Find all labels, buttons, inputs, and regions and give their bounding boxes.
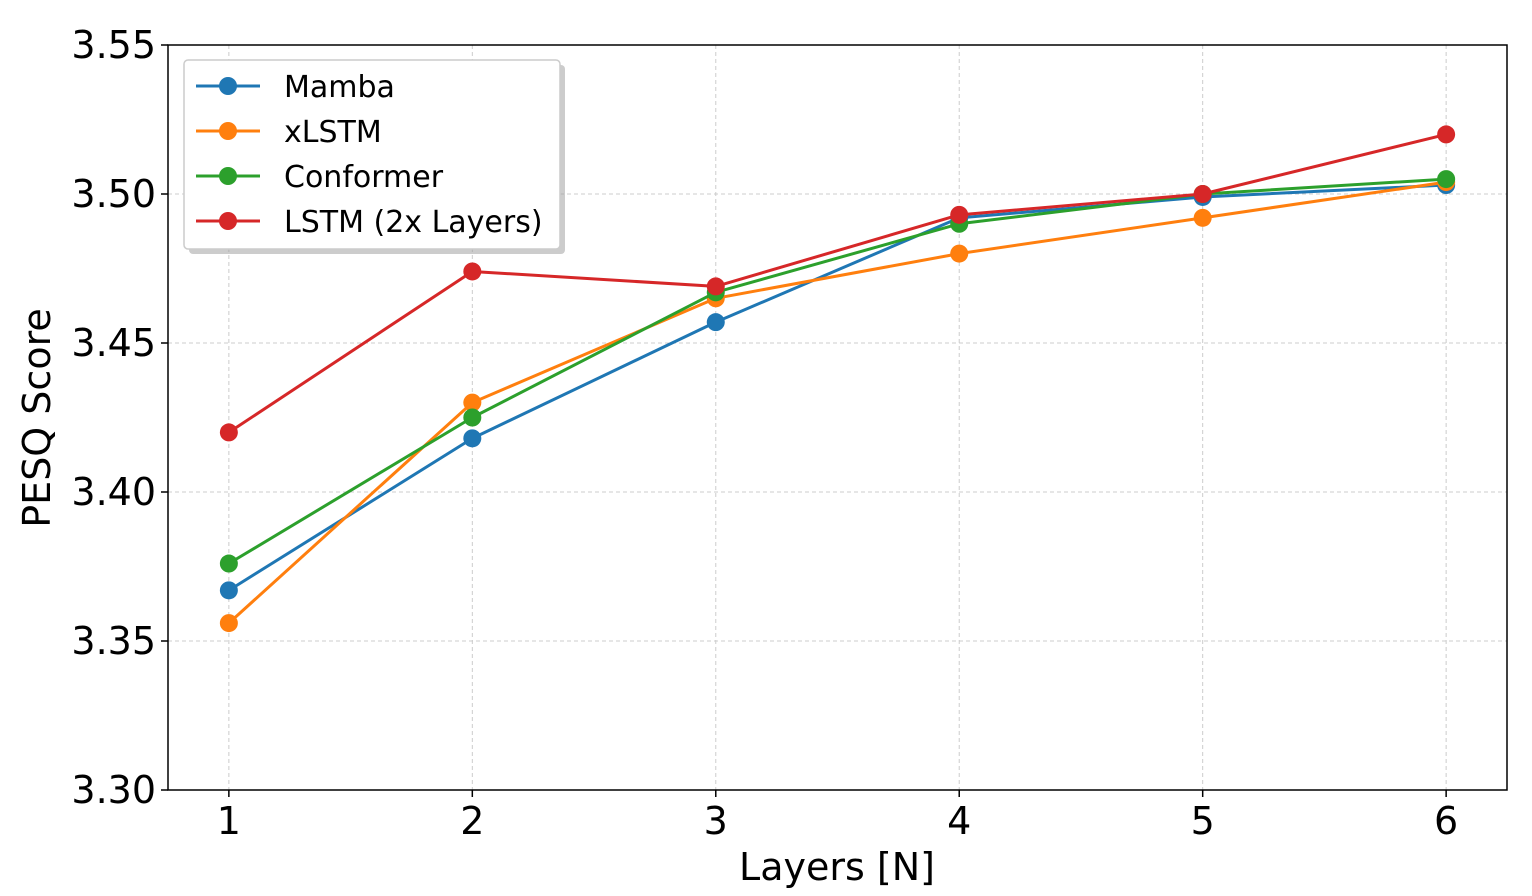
x-tick-label: 6 xyxy=(1434,799,1458,843)
y-tick-label: 3.40 xyxy=(71,470,156,514)
x-axis-title: Layers [N] xyxy=(739,845,935,889)
y-axis-title: PESQ Score xyxy=(15,308,59,527)
legend-item: LSTM (2x Layers) xyxy=(196,205,543,240)
legend-marker xyxy=(219,167,237,185)
series-line xyxy=(227,180,1447,625)
series-lstm-2x-layers xyxy=(219,125,1456,442)
data-point xyxy=(1193,185,1212,203)
data-point xyxy=(706,313,725,332)
y-tick-label: 3.30 xyxy=(71,768,156,812)
y-tick-label: 3.35 xyxy=(71,619,156,663)
legend-items: Mamba xLSTM Conformer LSTM (2x Layers) xyxy=(196,70,543,240)
legend-item: xLSTM xyxy=(196,115,382,150)
y-tick-label: 3.45 xyxy=(71,321,156,365)
x-tick-label: 2 xyxy=(460,799,484,843)
x-tick-label: 1 xyxy=(217,799,241,843)
legend-marker xyxy=(219,212,237,230)
x-tick-label: 3 xyxy=(704,799,728,843)
data-point xyxy=(1437,170,1456,189)
x-tick-label: 4 xyxy=(947,799,971,843)
data-point xyxy=(1437,125,1456,144)
series-line xyxy=(228,177,1447,565)
legend: Mamba xLSTM Conformer LSTM (2x Layers) xyxy=(183,59,565,254)
legend-box xyxy=(183,59,561,250)
plot-area xyxy=(167,44,1508,791)
data-point xyxy=(706,277,725,296)
x-axis: 1 2 3 4 5 6 xyxy=(217,790,1458,843)
data-point xyxy=(463,262,482,281)
legend-label: LSTM (2x Layers) xyxy=(284,205,543,240)
legend-item: Conformer xyxy=(196,160,444,195)
data-point xyxy=(219,614,238,633)
series-line xyxy=(228,132,1447,434)
legend-marker xyxy=(219,77,237,95)
legend-marker xyxy=(219,122,237,140)
data-point xyxy=(463,429,482,448)
legend-label: Mamba xyxy=(284,70,395,105)
data-point xyxy=(219,554,238,573)
data-point xyxy=(1193,208,1212,227)
data-point xyxy=(219,423,238,442)
data-point xyxy=(950,205,969,224)
y-tick-label: 3.55 xyxy=(71,23,156,67)
data-point xyxy=(463,393,482,412)
data-point xyxy=(950,244,969,263)
series-line xyxy=(228,183,1447,592)
y-tick-label: 3.50 xyxy=(71,172,156,216)
y-axis: 3.30 3.35 3.40 3.45 3.50 3.55 xyxy=(71,23,168,812)
legend-label: xLSTM xyxy=(284,115,382,150)
data-point xyxy=(463,408,482,427)
data-point xyxy=(219,581,238,600)
legend-label: Conformer xyxy=(284,160,444,195)
legend-item: Mamba xyxy=(196,70,395,105)
series-layer xyxy=(219,125,1456,633)
x-tick-label: 5 xyxy=(1191,799,1215,843)
